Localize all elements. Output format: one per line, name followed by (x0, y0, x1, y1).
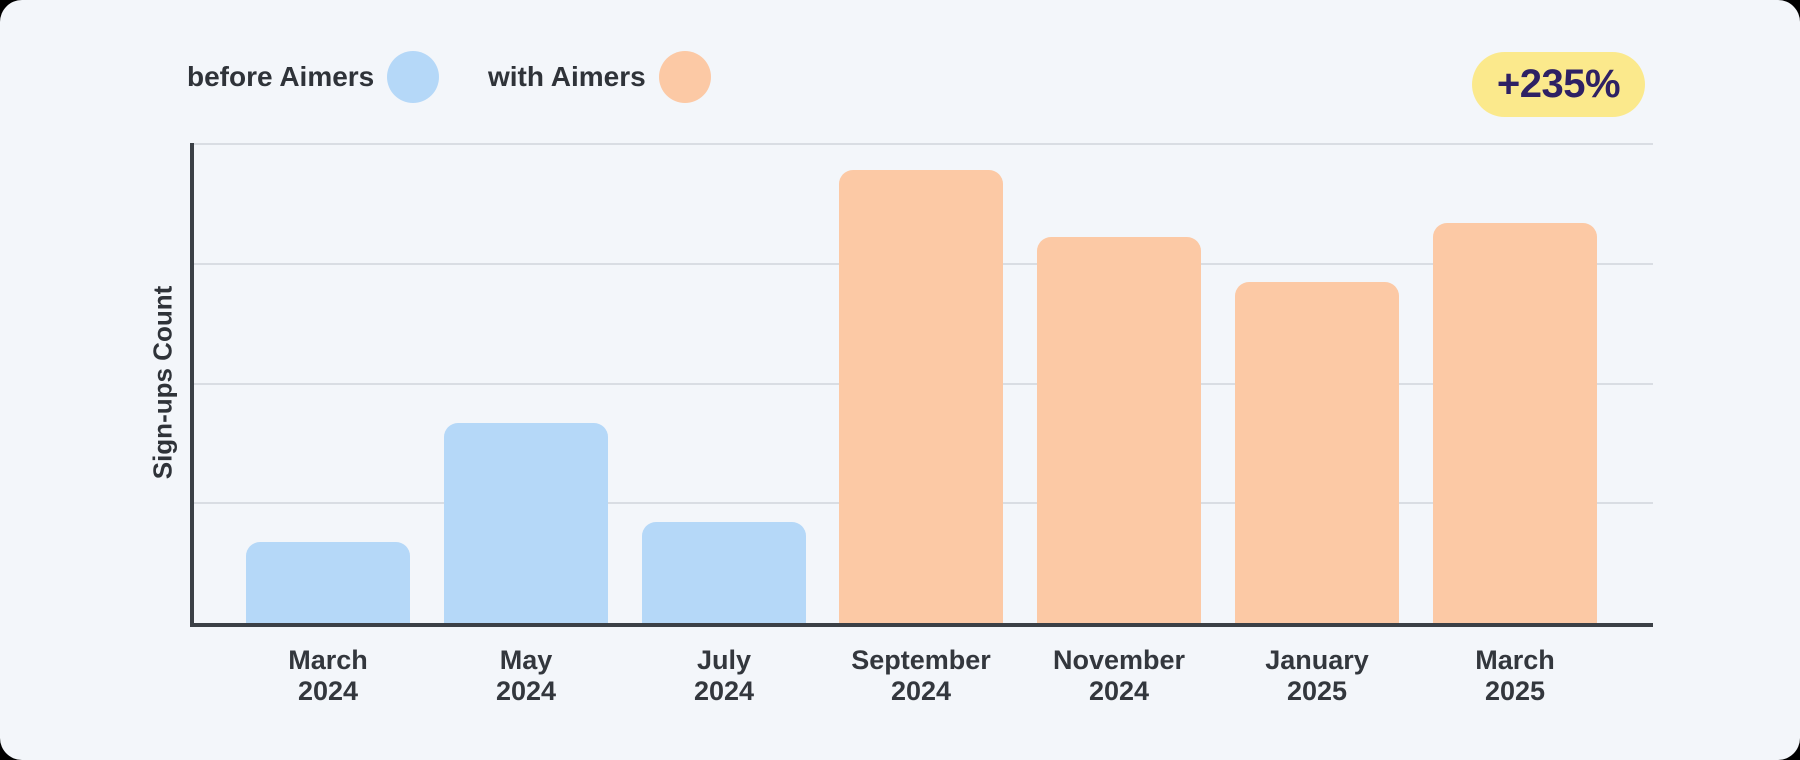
x-axis-label: March 2024 (288, 645, 368, 706)
bar-september-2024 (839, 170, 1003, 623)
x-axis-label: September 2024 (851, 645, 991, 706)
legend-label: with Aimers (488, 61, 646, 92)
x-axis-label: July 2024 (693, 645, 755, 706)
legend-label: before Aimers (187, 61, 375, 92)
legend-swatch (387, 51, 440, 103)
gridline (191, 143, 1653, 145)
x-axis-line (190, 623, 1653, 627)
legend-item: before Aimers (187, 50, 440, 104)
x-axis-label: November 2024 (1052, 645, 1186, 706)
legend-item: with Aimers (488, 50, 711, 104)
y-axis-label: Sign-ups Count (147, 285, 178, 480)
bar-july-2024 (642, 522, 806, 623)
bar-may-2024 (444, 423, 608, 623)
bar-march-2025 (1433, 223, 1597, 623)
bar-march-2024 (246, 542, 410, 623)
bar-november-2024 (1037, 237, 1201, 623)
growth-badge: +235% (1472, 52, 1645, 117)
x-axis-label: March 2025 (1475, 645, 1555, 706)
x-axis-label: January 2025 (1265, 645, 1369, 706)
x-axis-label: May 2024 (495, 645, 557, 706)
y-axis-line (190, 143, 194, 627)
bar-january-2025 (1235, 282, 1399, 623)
legend-swatch (658, 51, 711, 103)
